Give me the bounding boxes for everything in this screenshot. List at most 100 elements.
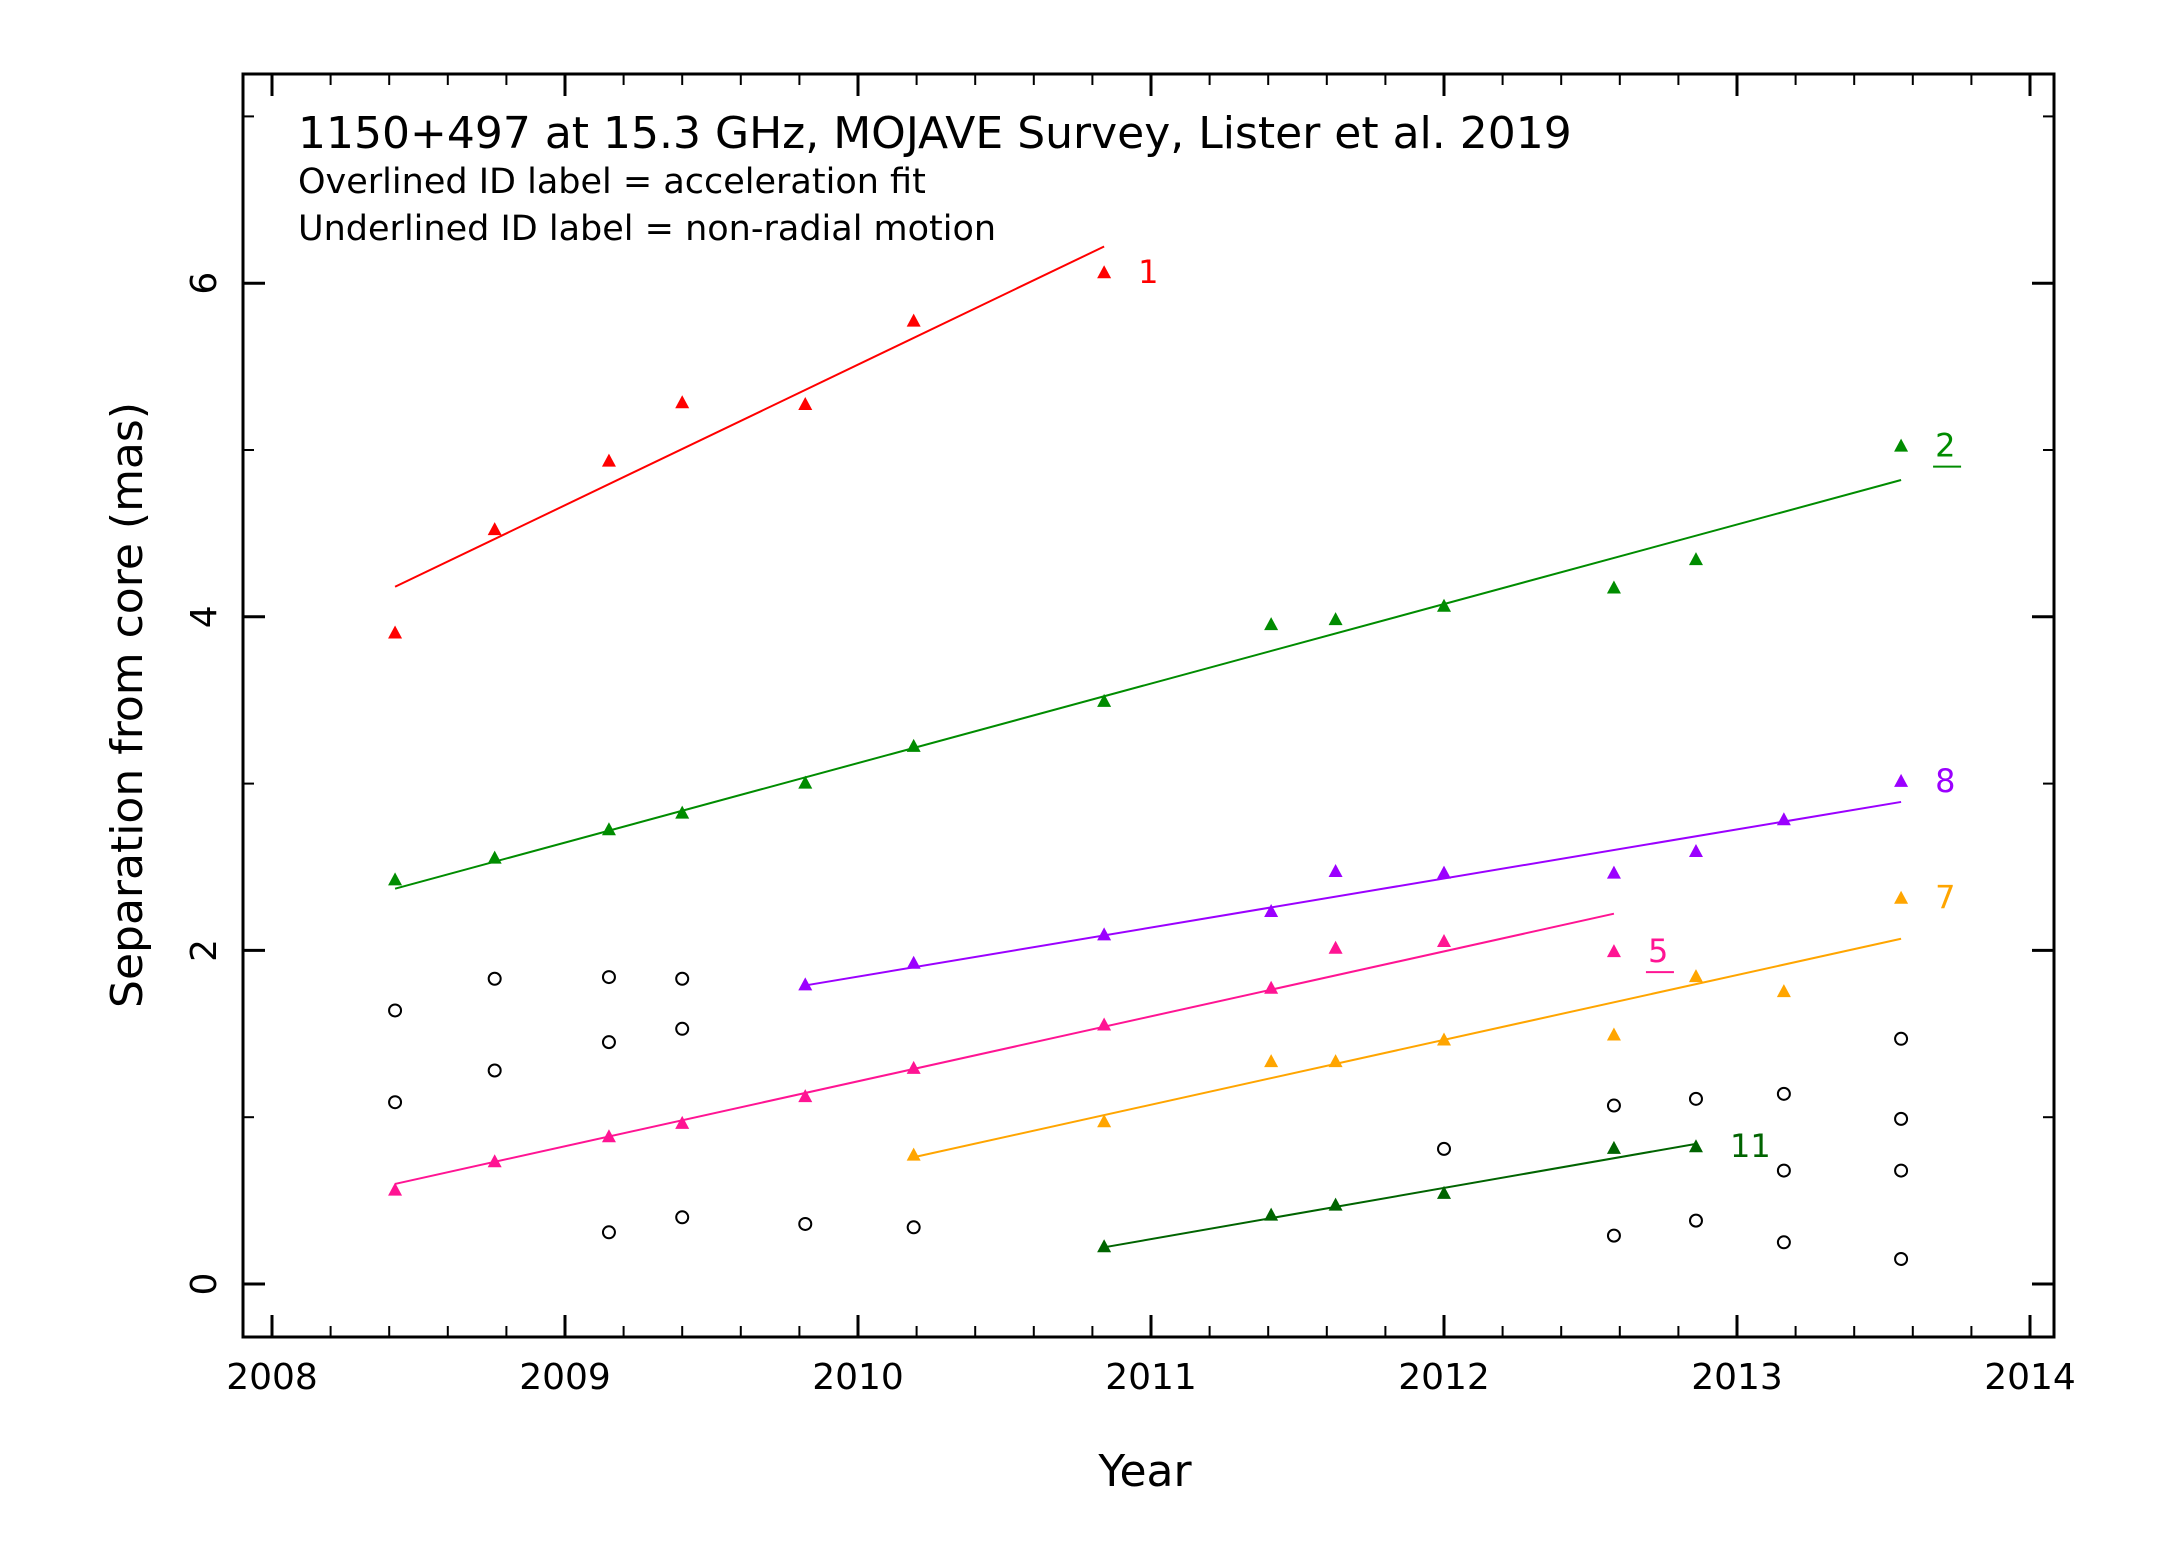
unidentified-point [675,971,690,986]
data-points [388,265,1909,1253]
point-7 [1437,1032,1451,1046]
fit-line-8 [805,800,1902,987]
point-1 [1097,265,1112,279]
point-5 [675,1115,690,1129]
y-tick-label: 2 [184,939,225,962]
unidentified-point [1606,1228,1621,1243]
x-tick-label: 2014 [1984,1357,2076,1398]
series-labels: 1 2 8 5 7 11 [1138,253,1962,1165]
point-2 [1328,612,1343,626]
point-5 [487,1154,502,1168]
unidentified-point [1894,1163,1909,1178]
point-8 [906,955,921,969]
point-5 [1264,980,1279,994]
point-2 [798,775,813,789]
point-8 [1606,865,1621,879]
point-8 [798,977,813,991]
point-5 [1328,940,1343,954]
point-1 [487,522,502,536]
point-5 [601,1129,616,1143]
point-5 [798,1089,813,1103]
point-2 [487,850,502,864]
unidentified-point [1894,1031,1909,1046]
point-7 [1776,984,1791,998]
fit-line-7 [913,937,1902,1159]
unidentified-point [487,1063,502,1078]
unidentified-point [487,971,502,986]
point-2 [906,738,921,752]
point-8 [1894,773,1909,787]
plot-frame [241,72,2056,1339]
unidentified-point [388,1095,403,1110]
point-2 [388,872,403,886]
series-label-1: 1 [1138,253,1158,291]
series-label-11: 11 [1730,1127,1771,1165]
chart-title: 1150+497 at 15.3 GHz, MOJAVE Survey, Lis… [298,108,1572,159]
point-11 [1688,1139,1703,1153]
unidentified-points [388,970,1909,1266]
point-1 [601,453,616,467]
y-tick-label: 6 [184,272,225,295]
point-11 [1606,1140,1621,1154]
fit-line-1 [394,245,1105,588]
unidentified-point [1688,1213,1703,1228]
unidentified-point [675,1210,690,1225]
point-1 [798,396,813,410]
point-2 [1264,617,1279,631]
point-5 [1606,944,1621,958]
tick-labels: 2008 2009 2010 2011 2012 2013 2014 0 2 4 6 [184,272,2076,1398]
point-8 [1264,904,1279,918]
point-8 [1776,812,1791,826]
unidentified-point [1688,1091,1703,1106]
point-7 [1606,1027,1621,1041]
point-7 [1097,1114,1112,1128]
unidentified-point [798,1216,813,1231]
x-axis-label: Year [1097,1446,1192,1497]
point-5 [1437,934,1451,948]
series-label-7: 7 [1935,879,1955,917]
point-2 [675,805,690,819]
point-7 [1894,890,1909,904]
point-1 [675,395,690,409]
series-label-2: 2 [1935,427,1955,465]
y-tick-label: 0 [184,1273,225,1296]
point-8 [1328,864,1343,878]
y-axis-label: Separation from core (mas) [102,402,153,1008]
point-7 [1264,1054,1279,1068]
series-label-5: 5 [1648,932,1668,970]
point-2 [1894,438,1909,452]
fit-line-5 [394,912,1615,1185]
point-11 [1437,1185,1451,1199]
fit-line-11 [1103,1142,1697,1249]
point-7 [906,1147,921,1161]
point-1 [388,625,403,639]
unidentified-point [601,1035,616,1050]
unidentified-point [906,1220,921,1235]
y-tick-label: 4 [184,605,225,628]
point-2 [1437,598,1451,612]
point-2 [1097,693,1112,707]
x-tick-label: 2009 [519,1357,611,1398]
unidentified-point [1894,1111,1909,1126]
x-tick-label: 2012 [1398,1357,1490,1398]
point-7 [1328,1054,1343,1068]
fit-line-2 [394,479,1902,890]
axis-ticks [243,74,2054,1337]
unidentified-point [1606,1098,1621,1113]
point-5 [906,1060,921,1074]
x-tick-label: 2011 [1105,1357,1197,1398]
point-2 [1688,552,1703,566]
unidentified-point [601,1225,616,1240]
unidentified-point [1894,1251,1909,1266]
unidentified-point [1776,1235,1791,1250]
unidentified-point [1437,1141,1451,1156]
fit-lines [394,245,1902,1249]
unidentified-point [601,970,616,985]
point-11 [1097,1239,1112,1253]
point-8 [1688,843,1703,857]
point-8 [1097,927,1112,941]
series-label-8: 8 [1935,762,1955,800]
point-1 [906,313,921,327]
